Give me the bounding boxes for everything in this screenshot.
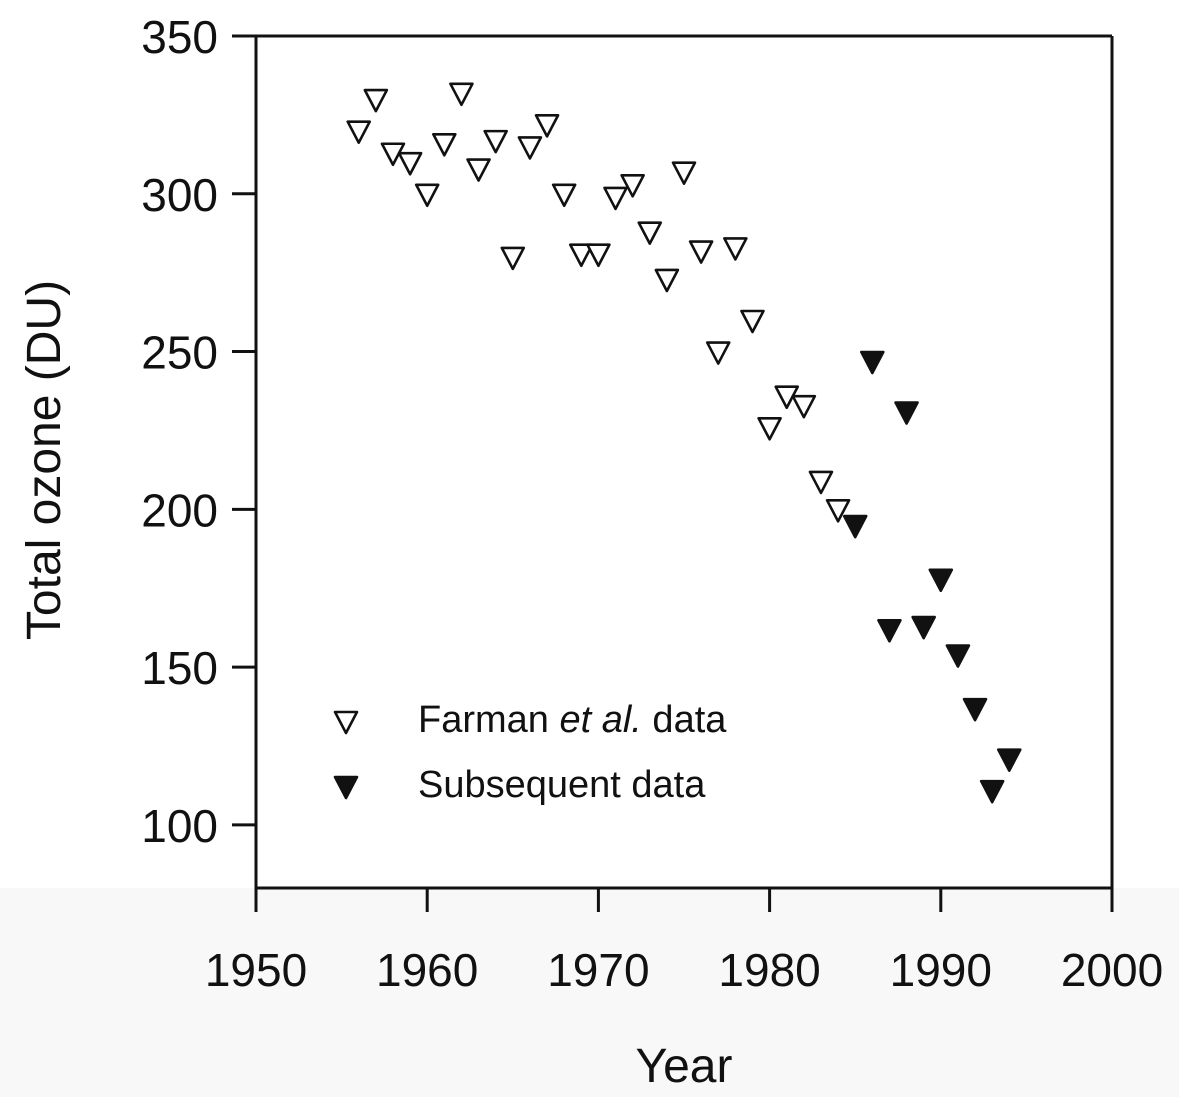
- data-points: [346, 82, 1022, 804]
- legend-filled-triangle: [333, 775, 359, 800]
- legend-marker-filled: [333, 775, 359, 800]
- y-tick-label: 300: [141, 169, 218, 221]
- farman-data-point: [414, 183, 440, 208]
- x-tick-label: 1970: [547, 944, 649, 996]
- legend-label-farman: Farman et al. data: [418, 699, 727, 741]
- farman-data-point: [483, 129, 508, 154]
- subsequent-data-point: [842, 514, 868, 539]
- subsequent-data-point: [911, 615, 936, 640]
- farman-data-point: [432, 132, 457, 157]
- farman-data-point: [825, 499, 851, 523]
- farman-data-point: [466, 158, 491, 182]
- farman-data-point: [791, 394, 817, 419]
- x-tick-label: 1980: [718, 944, 820, 996]
- y-axis-ticks: 100 150 200 250 300 350: [141, 11, 256, 852]
- legend: Farman et al. data Subsequent data: [333, 699, 727, 806]
- x-tick-label: 1960: [376, 944, 478, 996]
- legend-label-subsequent: Subsequent data: [418, 764, 706, 806]
- subsequent-data-point: [894, 401, 919, 425]
- plot-frame: [254, 34, 1114, 890]
- farman-data-point: [637, 221, 663, 245]
- legend-marker-open: [333, 710, 359, 735]
- farman-data-point: [500, 246, 526, 271]
- y-tick-label: 150: [141, 642, 218, 694]
- legend-label-farman-italic: et al.: [559, 699, 641, 741]
- subsequent-data-point: [877, 618, 902, 643]
- y-tick-label: 250: [141, 327, 218, 379]
- subsequent-data-point: [860, 350, 885, 375]
- x-tick-label: 1990: [890, 944, 992, 996]
- subsequent-data-point: [962, 697, 988, 722]
- subsequent-data-point: [928, 568, 954, 593]
- farman-data-point: [671, 161, 697, 185]
- legend-label-farman-prefix: Farman: [418, 699, 559, 741]
- farman-data-point: [397, 151, 423, 176]
- farman-data-point: [568, 243, 594, 268]
- farman-data-point: [534, 114, 560, 138]
- farman-data-point: [757, 416, 782, 441]
- farman-data-point: [551, 183, 577, 208]
- farman-data-point: [723, 237, 748, 261]
- legend-label-farman-suffix: data: [642, 699, 727, 741]
- subsequent-data-point: [979, 779, 1005, 804]
- subsequent-data-point: [996, 748, 1022, 772]
- farman-data-point: [688, 240, 714, 264]
- farman-data-point: [808, 470, 834, 495]
- bottom-band: [0, 888, 1179, 1097]
- farman-data-point: [346, 120, 372, 144]
- y-axis-title: Total ozone (DU): [18, 280, 71, 640]
- farman-data-point: [449, 82, 474, 107]
- farman-data-point: [620, 174, 645, 198]
- x-axis-ticks: 1950 1960 1970 1980 1990 2000: [205, 888, 1163, 996]
- y-tick-label: 100: [141, 800, 218, 852]
- farman-data-point: [603, 186, 628, 211]
- farman-data-point: [517, 136, 543, 160]
- farman-data-point: [654, 268, 680, 293]
- x-axis-title: Year: [636, 1040, 733, 1093]
- x-tick-label: 1950: [205, 944, 307, 996]
- farman-data-point: [740, 309, 765, 334]
- y-tick-label: 350: [141, 11, 218, 63]
- x-tick-label: 2000: [1061, 944, 1163, 996]
- farman-data-point: [586, 243, 611, 268]
- farman-data-point: [363, 88, 389, 113]
- y-tick-label: 200: [141, 484, 218, 536]
- farman-data-point: [705, 341, 731, 365]
- legend-open-triangle: [333, 710, 359, 735]
- subsequent-data-point: [945, 644, 971, 668]
